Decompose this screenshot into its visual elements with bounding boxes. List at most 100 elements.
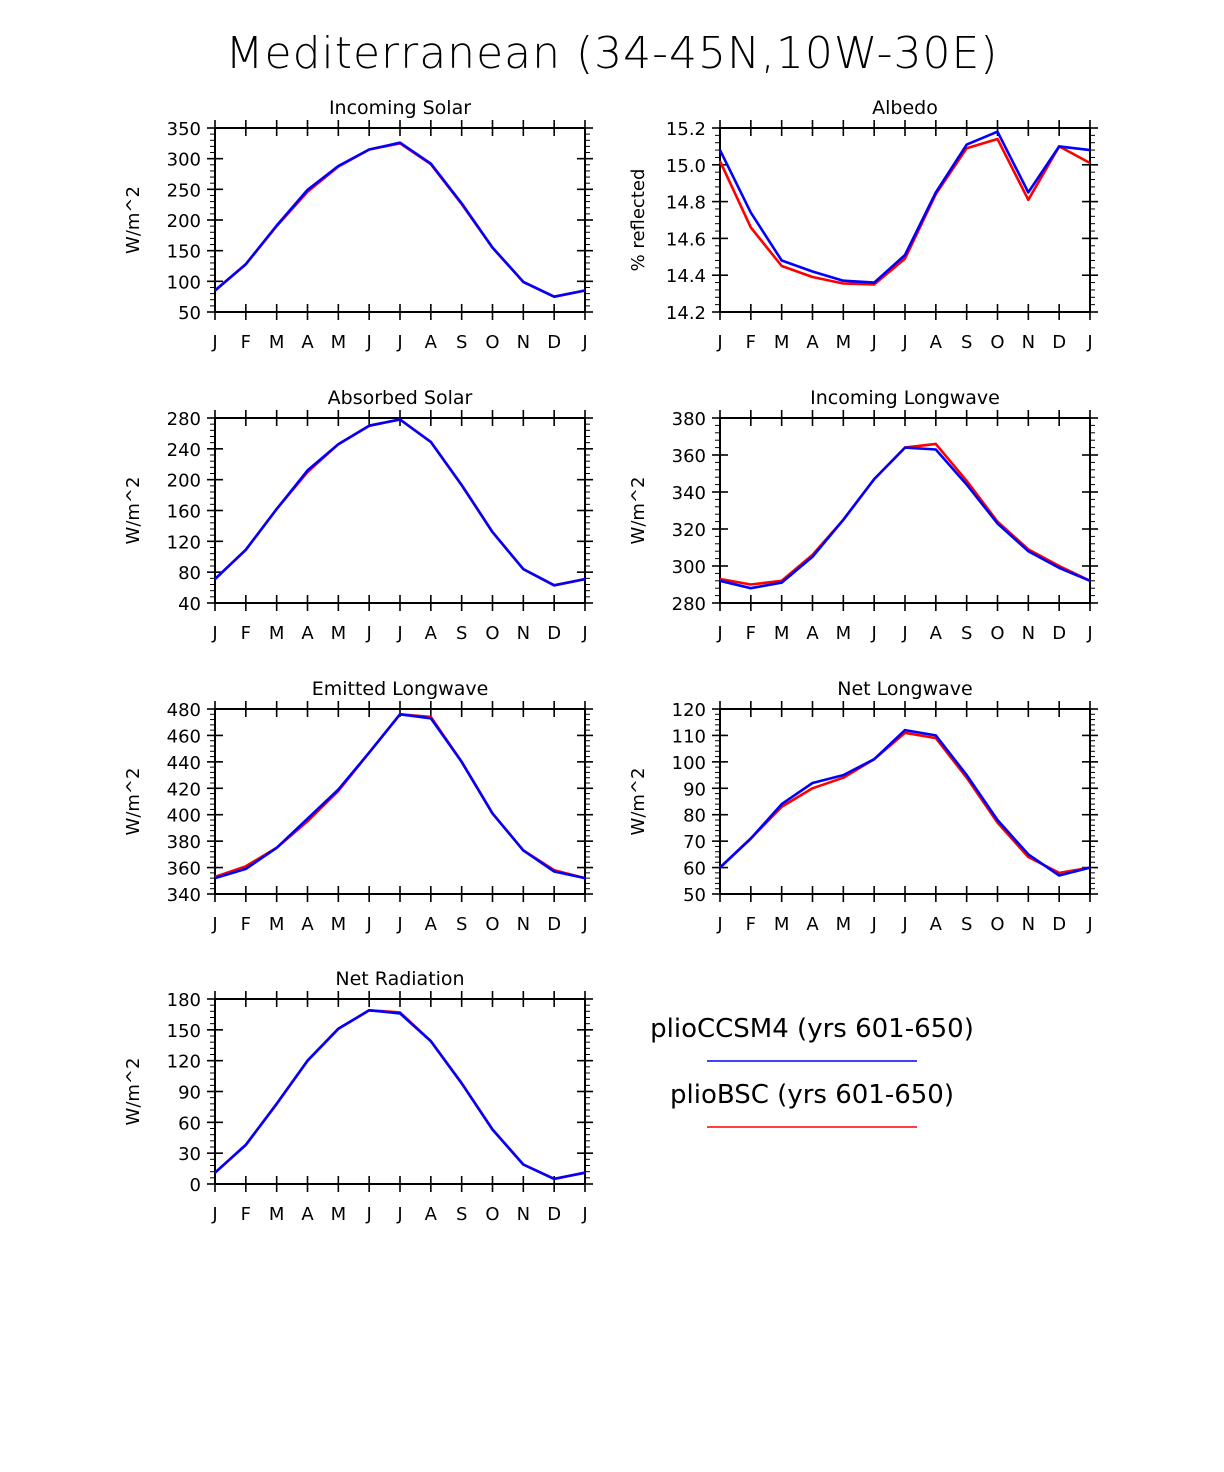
x-tick-label: M xyxy=(269,1204,285,1225)
x-tick-label: J xyxy=(396,623,402,644)
y-tick-label: 15.2 xyxy=(666,119,706,140)
x-tick-label: M xyxy=(331,332,347,353)
y-tick-label: 14.4 xyxy=(666,266,706,287)
x-tick-label: D xyxy=(547,1204,561,1225)
y-tick-label: 110 xyxy=(672,726,706,747)
x-tick-label: O xyxy=(990,623,1004,644)
y-axis-label: W/m^2 xyxy=(628,477,649,545)
y-tick-label: 280 xyxy=(167,409,201,430)
y-tick-label: 340 xyxy=(167,885,201,906)
series-line-bsc xyxy=(719,442,1091,586)
y-tick-label: 380 xyxy=(167,832,201,853)
x-tick-label: J xyxy=(716,623,722,644)
y-tick-label: 350 xyxy=(167,119,201,140)
y-tick-label: 300 xyxy=(167,150,201,171)
y-tick-label: 150 xyxy=(167,1021,201,1042)
x-tick-label: J xyxy=(871,332,877,353)
y-tick-label: 60 xyxy=(683,859,706,880)
y-tick-label: 360 xyxy=(672,446,706,467)
y-tick-label: 0 xyxy=(190,1175,201,1196)
x-tick-label: J xyxy=(366,623,372,644)
y-axis-label: W/m^2 xyxy=(123,768,144,836)
plot-frame xyxy=(719,127,1091,313)
series-line-ccsm4 xyxy=(718,130,1091,284)
x-tick-label: D xyxy=(1052,914,1066,935)
x-tick-label: S xyxy=(961,623,972,644)
x-tick-label: F xyxy=(746,623,756,644)
y-tick-label: 40 xyxy=(178,594,201,615)
x-tick-label: A xyxy=(301,623,314,644)
x-tick-label: J xyxy=(581,623,587,644)
x-tick-label: N xyxy=(1022,623,1035,644)
x-tick-label: M xyxy=(774,332,790,353)
x-tick-label: A xyxy=(425,623,438,644)
x-tick-label: A xyxy=(806,623,819,644)
x-tick-label: J xyxy=(211,1204,217,1225)
y-tick-label: 120 xyxy=(672,700,706,721)
x-tick-label: J xyxy=(366,1204,372,1225)
y-axis-label: W/m^2 xyxy=(628,768,649,836)
x-tick-label: J xyxy=(1086,332,1092,353)
x-tick-label: F xyxy=(241,623,251,644)
x-tick-label: J xyxy=(581,914,587,935)
x-tick-label: O xyxy=(485,914,499,935)
x-tick-label: J xyxy=(1086,914,1092,935)
x-tick-label: J xyxy=(366,332,372,353)
plot-frame xyxy=(214,998,586,1185)
y-tick-label: 320 xyxy=(672,520,706,541)
x-tick-label: N xyxy=(517,332,530,353)
x-tick-label: A xyxy=(425,332,438,353)
x-tick-label: S xyxy=(961,332,972,353)
y-tick-label: 420 xyxy=(167,779,201,800)
x-tick-label: D xyxy=(547,914,561,935)
series-line-ccsm4 xyxy=(719,446,1091,590)
y-tick-label: 150 xyxy=(167,242,201,263)
x-tick-label: J xyxy=(871,914,877,935)
x-tick-label: D xyxy=(1052,623,1066,644)
x-tick-label: J xyxy=(901,623,907,644)
x-tick-label: A xyxy=(425,1204,438,1225)
x-tick-label: M xyxy=(836,623,852,644)
panel-title: Incoming Solar xyxy=(329,97,471,119)
x-tick-label: J xyxy=(211,914,217,935)
x-tick-label: J xyxy=(871,623,877,644)
series-line-ccsm4 xyxy=(214,141,586,299)
x-tick-label: F xyxy=(746,914,756,935)
x-tick-label: F xyxy=(746,332,756,353)
y-tick-label: 15.0 xyxy=(666,156,706,177)
x-tick-label: J xyxy=(1086,623,1092,644)
panel-title: Net Longwave xyxy=(837,678,973,700)
x-tick-label: J xyxy=(396,332,402,353)
y-tick-label: 460 xyxy=(167,726,201,747)
series-line-bsc xyxy=(214,142,586,299)
series-line-bsc xyxy=(214,1008,586,1181)
x-tick-label: O xyxy=(990,332,1004,353)
x-tick-label: M xyxy=(774,623,790,644)
x-tick-label: O xyxy=(485,623,499,644)
y-tick-label: 340 xyxy=(672,483,706,504)
x-tick-label: S xyxy=(456,332,467,353)
main-title: Mediterranean (34-45N,10W-30E) xyxy=(226,28,999,79)
x-tick-label: M xyxy=(331,914,347,935)
x-tick-label: D xyxy=(1052,332,1066,353)
y-tick-label: 80 xyxy=(178,563,201,584)
x-tick-label: F xyxy=(241,332,251,353)
x-tick-label: O xyxy=(990,914,1004,935)
y-tick-label: 300 xyxy=(672,557,706,578)
y-tick-label: 14.8 xyxy=(666,193,706,214)
panel-title: Albedo xyxy=(872,97,938,119)
y-tick-label: 160 xyxy=(167,502,201,523)
legend-label-ccsm4: plioCCSM4 (yrs 601-650) xyxy=(650,1014,974,1044)
series-line-ccsm4 xyxy=(214,712,586,880)
series-line-bsc xyxy=(719,731,1091,875)
x-tick-label: M xyxy=(836,914,852,935)
y-tick-label: 200 xyxy=(167,211,201,232)
plot-frame xyxy=(214,417,586,604)
y-tick-label: 480 xyxy=(167,700,201,721)
